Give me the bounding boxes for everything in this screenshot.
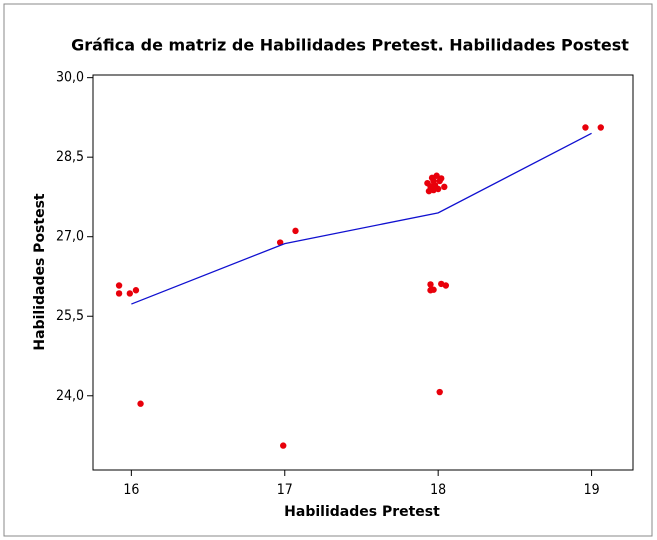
point — [434, 185, 442, 193]
x-axis-label: Habilidades Pretest — [284, 504, 440, 520]
point — [427, 287, 434, 294]
chart-title: Gráfica de matriz de Habilidades Pretest… — [71, 36, 629, 55]
point — [436, 388, 443, 396]
x-tick-label: 18 — [430, 482, 446, 498]
y-tick-label: 30,0 — [56, 70, 84, 86]
y-axis-label: Habilidades Postest — [32, 193, 48, 351]
point — [441, 183, 448, 191]
point — [132, 287, 140, 294]
point — [427, 281, 434, 288]
x-tick-label: 17 — [277, 482, 293, 498]
x-tick-label: 16 — [123, 482, 139, 498]
x-tick-label: 19 — [584, 482, 600, 498]
point — [597, 124, 604, 131]
plot-area — [92, 74, 634, 471]
point — [115, 290, 123, 297]
point — [582, 124, 589, 131]
fit-line — [131, 132, 592, 305]
point — [126, 290, 134, 297]
point — [292, 227, 299, 235]
y-tick-label: 28,5 — [56, 149, 84, 165]
point — [280, 442, 287, 449]
point — [430, 177, 437, 185]
point — [137, 400, 144, 407]
point — [427, 183, 434, 190]
point — [438, 175, 445, 182]
y-tick-label: 24,0 — [56, 388, 84, 404]
frame — [3, 3, 653, 537]
y-tick-label: 27,0 — [56, 229, 84, 245]
point — [115, 282, 123, 289]
y-tick-label: 25,5 — [56, 308, 84, 324]
point — [442, 282, 450, 289]
